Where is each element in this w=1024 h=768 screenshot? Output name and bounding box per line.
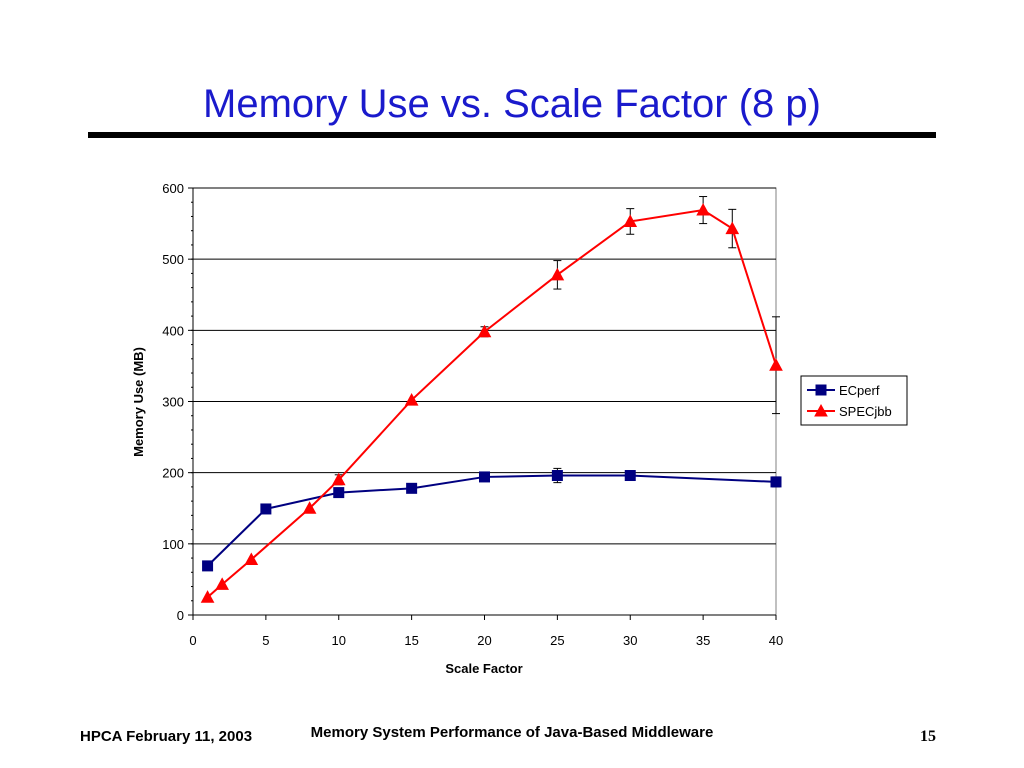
- specjbb-point: [477, 324, 492, 338]
- x-tick-label: 5: [262, 633, 269, 648]
- slide-title: Memory Use vs. Scale Factor (8 p): [203, 82, 821, 126]
- footer-conference: HPCA February 11, 2003: [80, 728, 253, 745]
- specjbb-point: [200, 590, 215, 603]
- ecperf-point: [770, 476, 782, 488]
- specjbb-point: [215, 577, 229, 590]
- x-tick-label: 15: [404, 633, 418, 648]
- x-axis-label: Scale Factor: [445, 661, 522, 676]
- footer-talk-title: Memory System Performance of Java-Based …: [310, 724, 714, 741]
- x-tick-label: 35: [696, 633, 710, 648]
- specjbb-point: [244, 552, 259, 565]
- specjbb-point: [769, 358, 783, 371]
- ecperf-point: [333, 487, 345, 499]
- specjbb-point: [725, 221, 740, 235]
- ecperf-series-line: [206, 474, 777, 567]
- title-divider: [88, 132, 936, 138]
- y-tick-label: 100: [162, 537, 184, 552]
- y-tick-label: 200: [162, 466, 184, 481]
- y-tick-label: 400: [162, 323, 184, 338]
- specjbb-point: [623, 214, 638, 227]
- specjbb-point: [302, 501, 317, 514]
- legend-specjbb-marker: [814, 403, 828, 417]
- y-tick-label: 600: [162, 181, 184, 196]
- y-tick-label: 300: [162, 395, 184, 410]
- specjbb-point: [550, 267, 565, 281]
- y-tick-label: 0: [177, 608, 184, 623]
- ecperf-point: [406, 482, 418, 494]
- legend-box: [800, 375, 908, 426]
- legend-ecperf-label: ECperf: [839, 383, 880, 398]
- x-tick-label: 10: [332, 633, 346, 648]
- ecperf-point: [479, 471, 490, 483]
- y-axis-label: Memory Use (MB): [131, 347, 146, 457]
- x-tick-label: 20: [477, 633, 491, 648]
- x-tick-label: 0: [189, 633, 196, 648]
- ecperf-point: [202, 560, 214, 572]
- ecperf-point: [260, 503, 272, 515]
- y-tick-label: 500: [162, 252, 184, 267]
- specjbb-point: [404, 393, 419, 406]
- x-tick-label: 30: [623, 633, 637, 648]
- x-tick-label: 25: [550, 633, 564, 648]
- specjbb-point: [331, 472, 346, 486]
- legend-ecperf-marker: [815, 384, 827, 396]
- footer-page-number: 15: [920, 728, 936, 745]
- ecperf-point: [624, 470, 636, 482]
- ecperf-point: [551, 470, 563, 482]
- specjbb-point: [696, 203, 710, 216]
- legend-specjbb-label: SPECjbb: [839, 404, 892, 419]
- x-tick-label: 40: [769, 633, 783, 648]
